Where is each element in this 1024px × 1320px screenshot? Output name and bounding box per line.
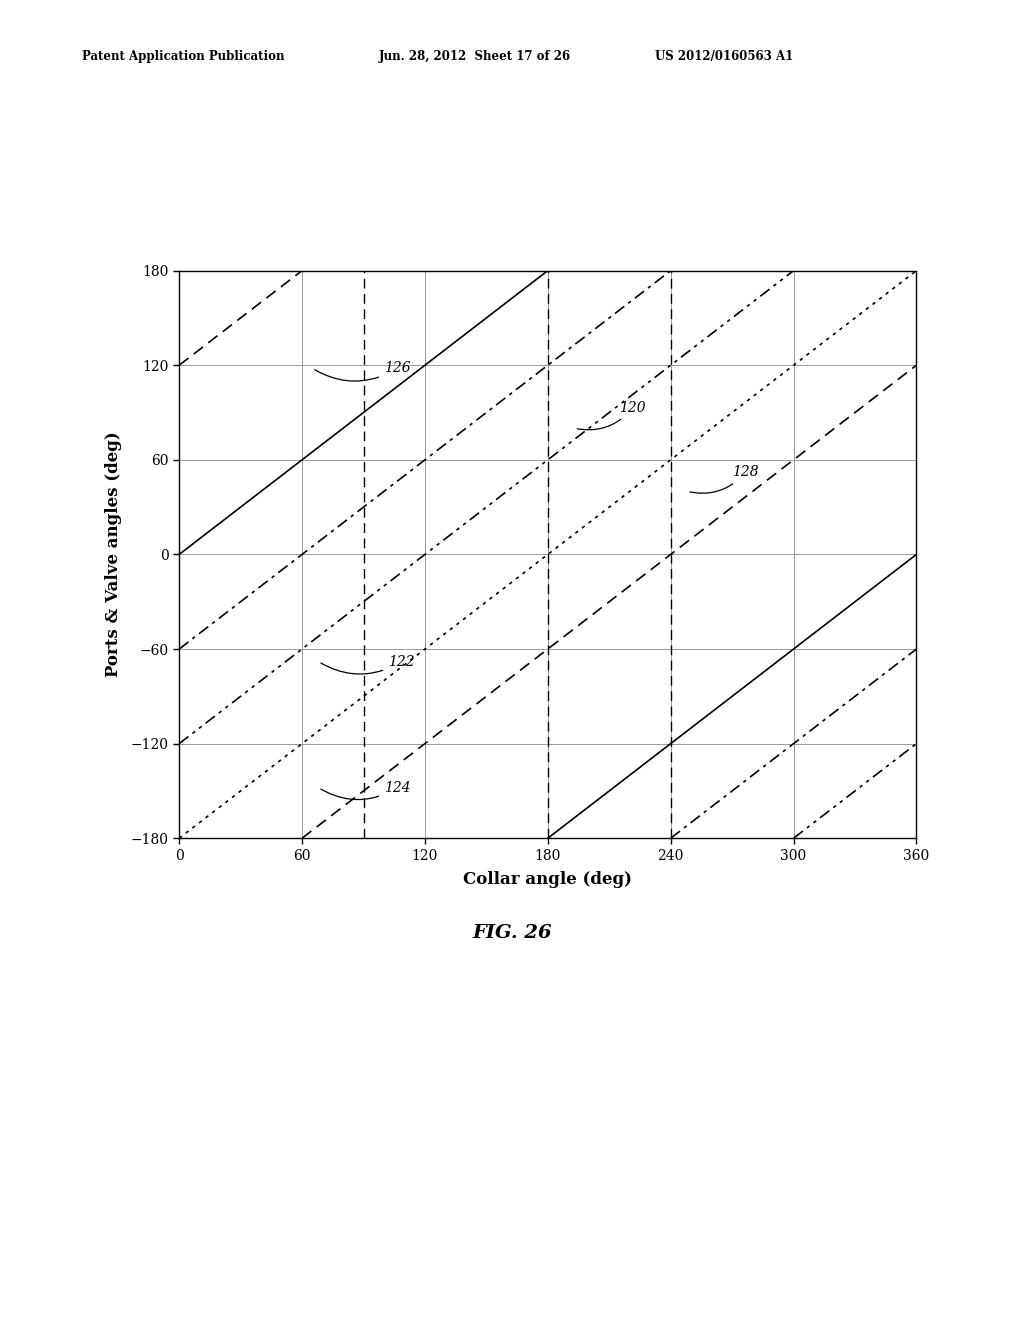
Text: 128: 128 (690, 466, 759, 494)
Text: FIG. 26: FIG. 26 (472, 924, 552, 942)
Y-axis label: Ports & Valve angles (deg): Ports & Valve angles (deg) (105, 432, 123, 677)
Text: Patent Application Publication: Patent Application Publication (82, 50, 285, 63)
X-axis label: Collar angle (deg): Collar angle (deg) (463, 871, 633, 888)
Text: Jun. 28, 2012  Sheet 17 of 26: Jun. 28, 2012 Sheet 17 of 26 (379, 50, 571, 63)
Text: US 2012/0160563 A1: US 2012/0160563 A1 (655, 50, 794, 63)
Text: 122: 122 (321, 655, 415, 675)
Text: 126: 126 (314, 362, 411, 381)
Text: 124: 124 (321, 780, 411, 800)
Text: 120: 120 (578, 401, 646, 430)
